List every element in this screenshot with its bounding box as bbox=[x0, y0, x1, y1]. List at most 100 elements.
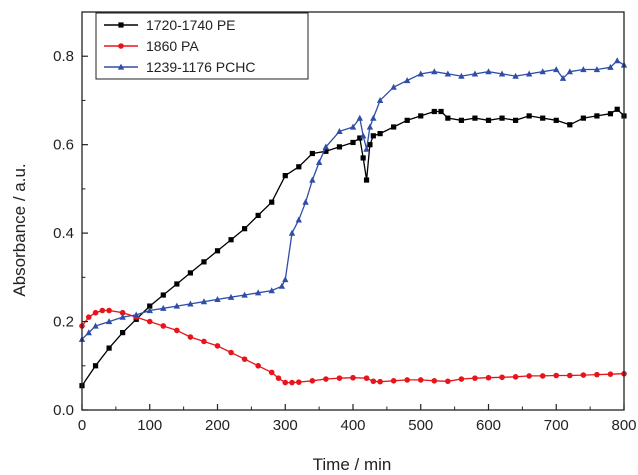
data-point bbox=[445, 115, 451, 121]
data-point bbox=[295, 216, 302, 223]
data-point bbox=[241, 291, 248, 298]
data-point bbox=[444, 70, 452, 77]
x-tick-label: 600 bbox=[476, 417, 501, 434]
series-square bbox=[79, 106, 627, 389]
data-point bbox=[417, 377, 424, 383]
data-point bbox=[99, 307, 106, 314]
data-point bbox=[513, 117, 519, 123]
data-point bbox=[390, 83, 397, 90]
data-point bbox=[296, 379, 302, 385]
data-point bbox=[417, 70, 424, 77]
data-point bbox=[594, 113, 600, 119]
data-point bbox=[485, 117, 492, 123]
axes: 0 100 200 300 400 500 600 700 800 0.0 0.2 0.4 0.6 0.8 bbox=[53, 11, 637, 434]
data-point bbox=[160, 292, 166, 298]
data-point bbox=[269, 199, 275, 205]
data-point bbox=[566, 68, 573, 75]
data-point bbox=[377, 378, 383, 385]
data-point bbox=[187, 334, 194, 340]
data-point bbox=[357, 135, 363, 141]
data-point bbox=[92, 363, 99, 369]
y-tick-label: 0.4 bbox=[53, 225, 74, 242]
data-point bbox=[485, 374, 492, 381]
plot-area bbox=[78, 57, 628, 389]
data-point bbox=[92, 322, 99, 329]
data-point bbox=[472, 115, 478, 121]
data-point bbox=[282, 173, 288, 179]
data-point bbox=[553, 372, 560, 379]
data-point bbox=[376, 97, 384, 104]
data-point bbox=[607, 111, 614, 117]
series-circle bbox=[79, 307, 627, 386]
legend-label: 1239-1176 PCHC bbox=[146, 59, 255, 75]
data-point bbox=[278, 282, 286, 289]
data-point bbox=[268, 369, 275, 376]
data-point bbox=[540, 115, 546, 121]
data-point bbox=[336, 128, 343, 134]
data-point bbox=[228, 349, 234, 356]
data-point bbox=[350, 139, 356, 146]
legend-marker bbox=[118, 43, 124, 49]
data-point bbox=[309, 378, 316, 384]
legend-marker bbox=[117, 63, 125, 70]
data-point bbox=[418, 113, 424, 119]
y-tick-label: 0.2 bbox=[53, 314, 74, 331]
data-point bbox=[174, 281, 180, 287]
data-point bbox=[227, 293, 235, 300]
data-point bbox=[607, 63, 614, 70]
data-point bbox=[363, 177, 370, 183]
data-point bbox=[105, 318, 113, 325]
x-tick-label: 800 bbox=[611, 417, 636, 434]
data-point bbox=[282, 379, 289, 386]
data-point bbox=[356, 114, 363, 121]
data-point bbox=[282, 276, 289, 283]
data-point bbox=[309, 150, 315, 157]
series-triangle bbox=[78, 57, 628, 342]
x-tick-label: 0 bbox=[78, 417, 86, 434]
data-point bbox=[594, 371, 600, 378]
data-point bbox=[255, 212, 261, 219]
y-tick-label: 0.6 bbox=[53, 137, 74, 154]
data-point bbox=[214, 248, 221, 254]
data-point bbox=[431, 108, 437, 115]
data-point bbox=[370, 378, 377, 385]
data-point bbox=[336, 375, 343, 381]
data-point bbox=[404, 377, 411, 383]
data-point bbox=[567, 372, 573, 379]
data-point bbox=[404, 117, 410, 123]
data-point bbox=[296, 164, 302, 170]
data-point bbox=[614, 106, 620, 112]
data-point bbox=[228, 237, 234, 243]
data-point bbox=[559, 74, 567, 81]
data-point bbox=[349, 123, 357, 130]
data-point bbox=[119, 313, 126, 320]
x-tick-label: 200 bbox=[205, 417, 230, 434]
data-point bbox=[120, 330, 126, 336]
data-point bbox=[302, 198, 309, 205]
legend-label: 1860 PA bbox=[146, 38, 199, 54]
data-point bbox=[146, 307, 153, 314]
data-point bbox=[539, 373, 546, 379]
x-tick-label: 700 bbox=[544, 417, 569, 434]
data-point bbox=[567, 122, 573, 128]
data-point bbox=[315, 158, 323, 165]
data-point bbox=[92, 309, 99, 316]
data-point bbox=[214, 296, 221, 303]
data-point bbox=[471, 70, 479, 77]
data-point bbox=[289, 379, 295, 386]
legend-label: 1720-1740 PE bbox=[146, 17, 236, 33]
data-point bbox=[85, 329, 92, 336]
data-point bbox=[431, 378, 438, 384]
data-point bbox=[580, 66, 587, 73]
y-tick-label: 0.0 bbox=[53, 402, 74, 419]
data-point bbox=[350, 374, 356, 381]
data-point bbox=[593, 66, 601, 73]
data-point bbox=[160, 304, 167, 311]
data-point bbox=[187, 270, 193, 276]
data-point bbox=[614, 57, 621, 64]
data-point bbox=[241, 356, 248, 362]
data-point bbox=[119, 309, 126, 316]
data-point bbox=[201, 338, 207, 345]
data-point bbox=[322, 143, 330, 150]
data-point bbox=[323, 376, 329, 382]
